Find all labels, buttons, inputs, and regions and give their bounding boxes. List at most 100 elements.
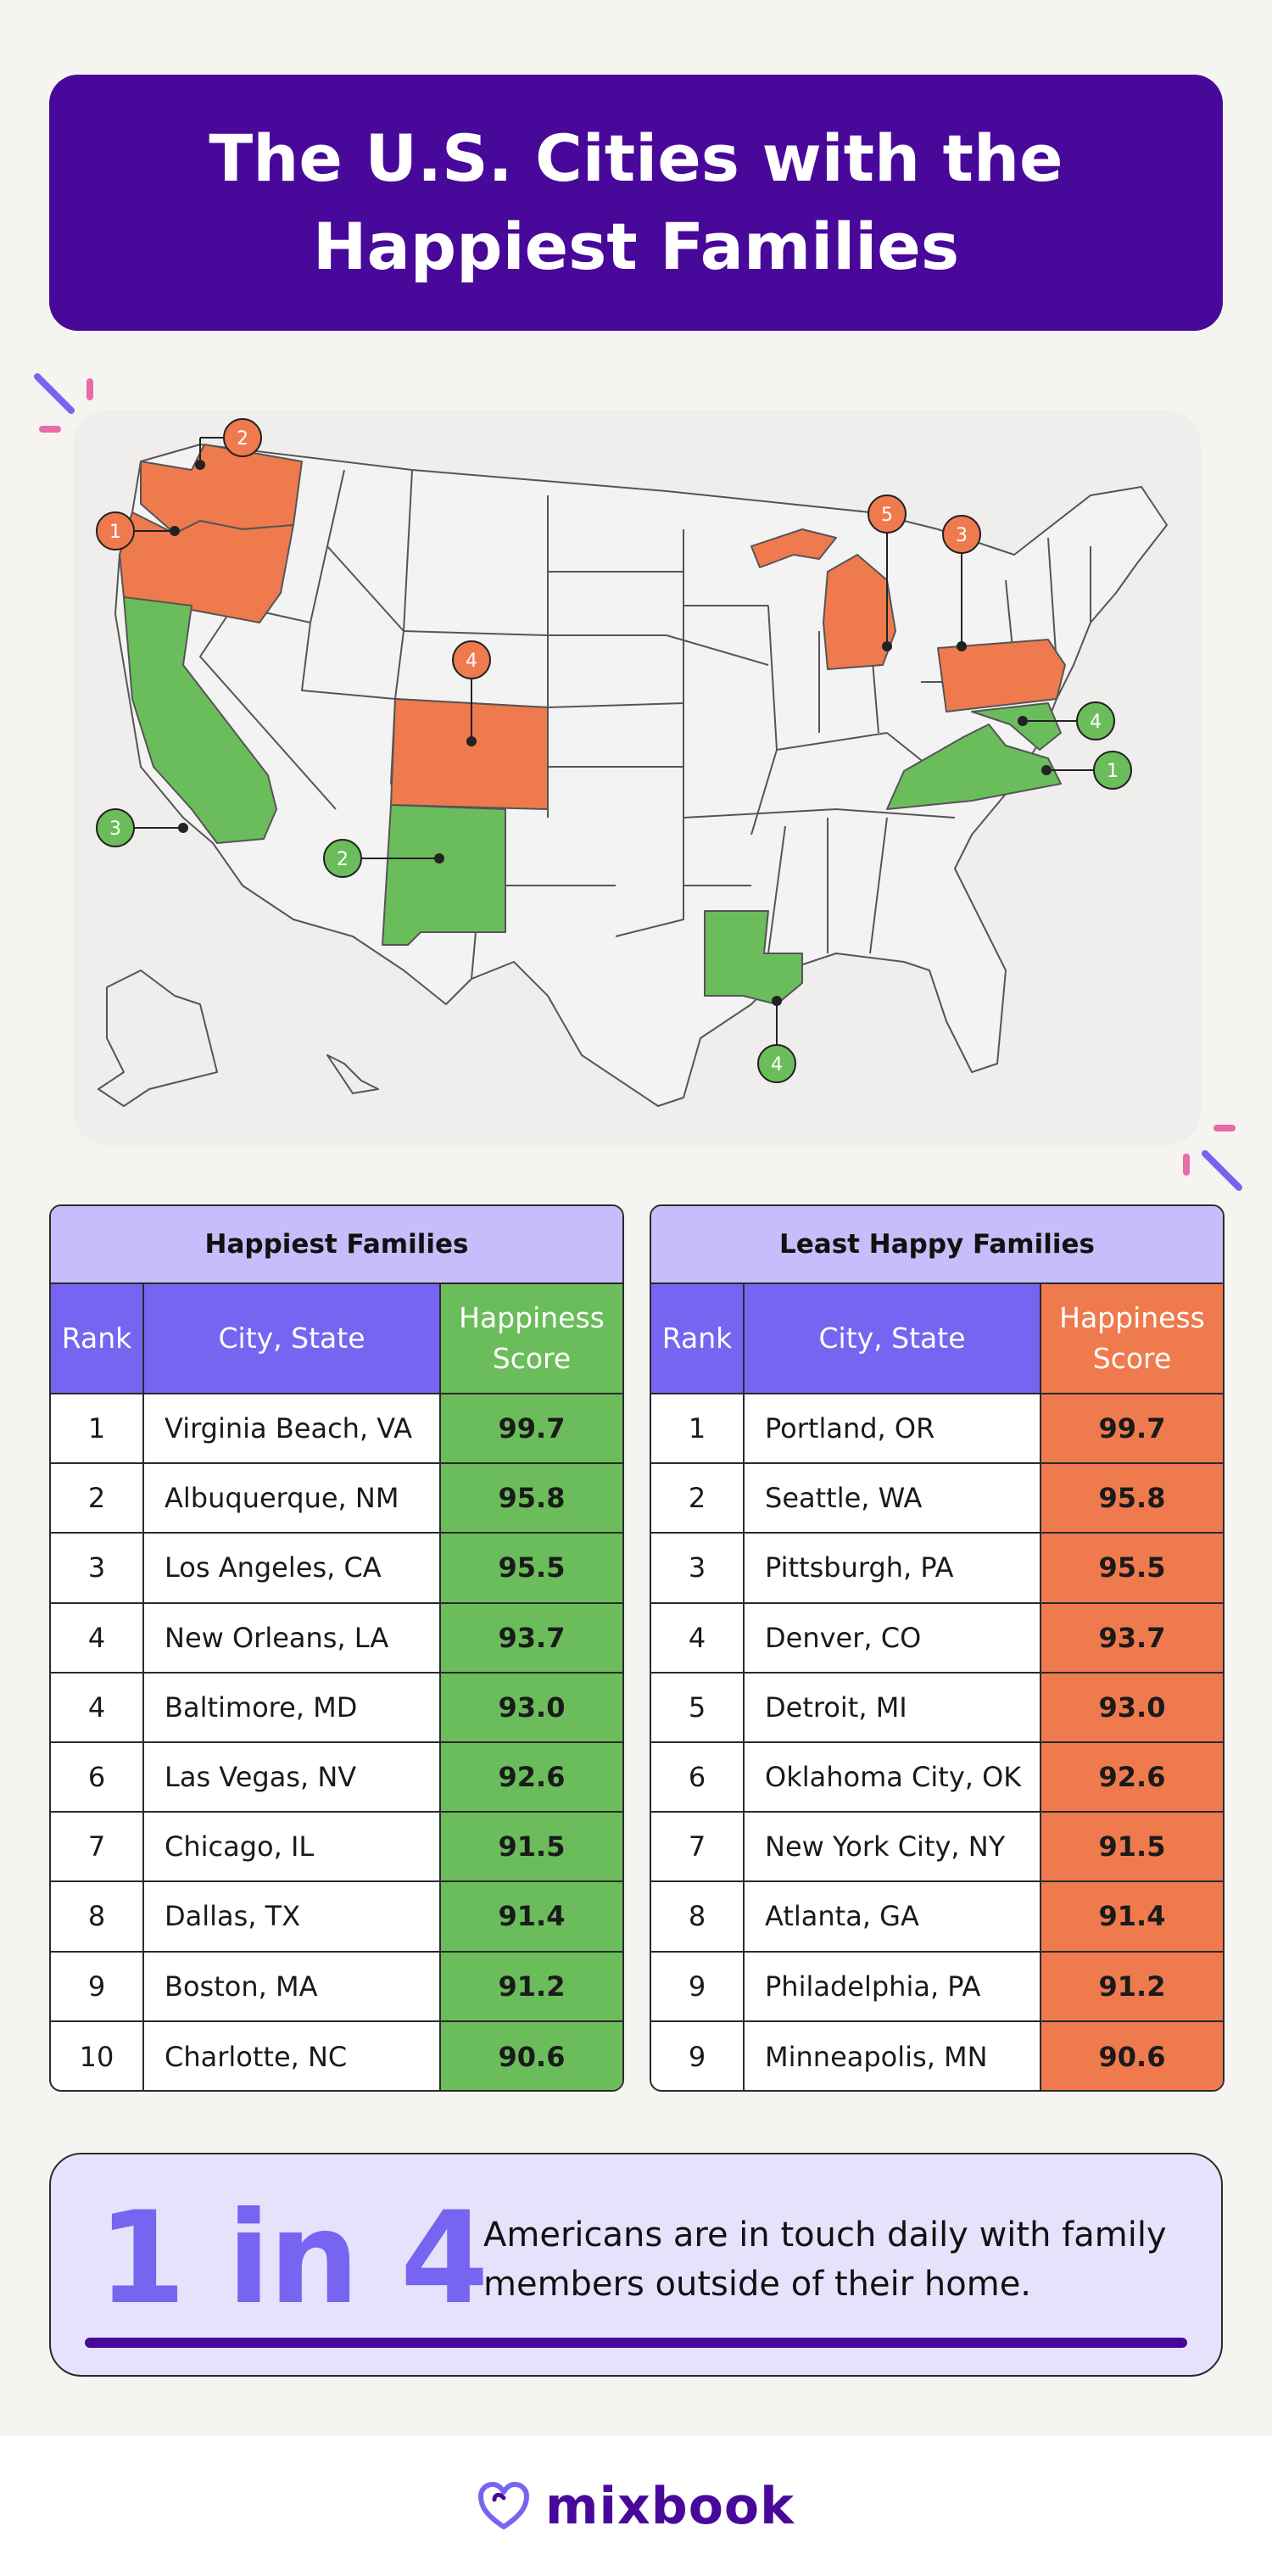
table-row: 1 Virginia Beach, VA 99.7 [51,1394,622,1465]
rank-cell: 9 [51,1952,144,2020]
score-cell: 91.5 [1041,1813,1223,1881]
state-maryland [971,702,1062,751]
score-cell: 93.0 [441,1673,622,1741]
score-cell: 90.6 [1041,2021,1223,2090]
table-row: 3 Pittsburgh, PA 95.5 [651,1534,1223,1604]
score-cell: 91.2 [1041,1952,1223,2020]
table-row: 6 Las Vegas, NV 92.6 [51,1742,622,1813]
svg-text:3: 3 [109,819,121,840]
city-cell: Denver, CO [745,1603,1041,1672]
city-cell: Los Angeles, CA [144,1534,441,1602]
score-cell: 99.7 [441,1394,622,1463]
city-cell: Virginia Beach, VA [144,1394,441,1463]
marker-green-2: 2 [323,839,362,878]
happiest-families-table: Happiest Families Rank City, State Happi… [49,1204,624,2092]
rank-cell: 7 [651,1813,745,1881]
svg-text:1: 1 [1107,761,1119,782]
table-row: 4 Denver, CO 93.7 [651,1603,1223,1674]
svg-text:1: 1 [109,522,121,543]
us-map: 1 2 3 4 5 1 2 3 4 4 [96,418,1168,1107]
table-row: 6 Oklahoma City, OK 92.6 [651,1742,1223,1813]
score-cell: 99.7 [1041,1394,1223,1463]
city-cell: Philadelphia, PA [745,1952,1041,2020]
table-body: 1 Portland, OR 99.7 2 Seattle, WA 95.8 3 Pitt… [651,1394,1223,2090]
table-row: 9 Boston, MA 91.2 [51,1952,622,2022]
table-row: 7 New York City, NY 91.5 [651,1813,1223,1883]
us-map-card: 1 2 3 4 5 1 2 3 4 4 [73,411,1201,1145]
marker-orange-4: 4 [452,640,491,679]
city-cell: Charlotte, NC [144,2021,441,2090]
table-row: 10 Charlotte, NC 90.6 [51,2021,622,2090]
table-row: 2 Albuquerque, NM 95.8 [51,1464,622,1534]
table-header: Rank City, State Happiness Score [651,1284,1223,1394]
brand-logo: mixbook [477,2477,795,2536]
svg-text:4: 4 [1090,712,1102,733]
city-cell: Dallas, TX [144,1882,441,1951]
table-title: Happiest Families [51,1206,622,1284]
rank-cell: 6 [651,1742,745,1812]
score-cell: 95.8 [1041,1464,1223,1533]
score-cell: 91.5 [441,1813,622,1881]
city-cell: Baltimore, MD [144,1673,441,1741]
score-cell: 91.4 [441,1882,622,1951]
city-cell: Boston, MA [144,1952,441,2020]
state-new-mexico [382,804,506,946]
svg-text:5: 5 [881,505,893,526]
state-virginia [886,724,1062,810]
city-cell: Seattle, WA [745,1464,1041,1533]
rank-cell: 10 [51,2021,144,2090]
page-title-line-1: The U.S. Cities with the [209,120,1063,196]
table-row: 2 Seattle, WA 95.8 [651,1464,1223,1534]
city-cell: New York City, NY [745,1813,1041,1881]
table-row: 9 Minneapolis, MN 90.6 [651,2021,1223,2090]
us-outline [114,444,1168,1107]
table-row: 5 Detroit, MI 93.0 [651,1673,1223,1743]
marker-orange-3: 3 [942,515,981,554]
rank-cell: 8 [51,1882,144,1951]
marker-orange-1: 1 [96,511,135,550]
stat-underline [85,2338,1187,2348]
city-cell: Minneapolis, MN [745,2021,1041,2090]
marker-orange-2: 2 [223,418,262,457]
city-cell: Las Vegas, NV [144,1742,441,1812]
page-title-line-2: Happiest Families [312,209,960,284]
rank-cell: 3 [51,1534,144,1602]
title-banner: The U.S. Cities with the Happiest Famili… [49,75,1223,331]
header-score: Happiness Score [1041,1284,1223,1393]
table-row: 8 Atlanta, GA 91.4 [651,1882,1223,1953]
table-row: 4 New Orleans, LA 93.7 [51,1603,622,1674]
rank-cell: 1 [651,1394,745,1463]
header-city: City, State [144,1284,441,1393]
stat-callout: 1 in 4 Americans are in touch daily with… [49,2153,1223,2377]
rank-cell: 3 [651,1534,745,1602]
svg-text:2: 2 [337,849,349,870]
header-rank: Rank [651,1284,745,1393]
score-cell: 92.6 [1041,1742,1223,1812]
state-colorado [390,698,549,810]
rank-cell: 8 [651,1882,745,1951]
score-cell: 95.5 [1041,1534,1223,1602]
score-cell: 91.2 [441,1952,622,2020]
table-row: 7 Chicago, IL 91.5 [51,1813,622,1883]
rank-cell: 4 [651,1603,745,1672]
rank-cell: 7 [51,1813,144,1881]
svg-text:2: 2 [237,428,248,450]
score-cell: 90.6 [441,2021,622,2090]
table-header: Rank City, State Happiness Score [51,1284,622,1394]
city-cell: Chicago, IL [144,1813,441,1881]
state-pennsylvania [937,639,1066,712]
table-body: 1 Virginia Beach, VA 99.7 2 Albuquerque, NM… [51,1394,622,2090]
city-cell: Pittsburgh, PA [745,1534,1041,1602]
rank-cell: 9 [651,2021,745,2090]
city-cell: Oklahoma City, OK [745,1742,1041,1812]
table-row: 8 Dallas, TX 91.4 [51,1882,622,1953]
marker-green-3: 3 [96,808,135,847]
table-row: 4 Baltimore, MD 93.0 [51,1673,622,1743]
header-rank: Rank [51,1284,144,1393]
table-row: 9 Philadelphia, PA 91.2 [651,1952,1223,2022]
table-title: Least Happy Families [651,1206,1223,1284]
stat-description: Americans are in touch daily with family… [483,2216,1167,2304]
rank-cell: 1 [51,1394,144,1463]
state-louisiana [704,910,803,1005]
marker-green-4b: 4 [757,1044,796,1083]
